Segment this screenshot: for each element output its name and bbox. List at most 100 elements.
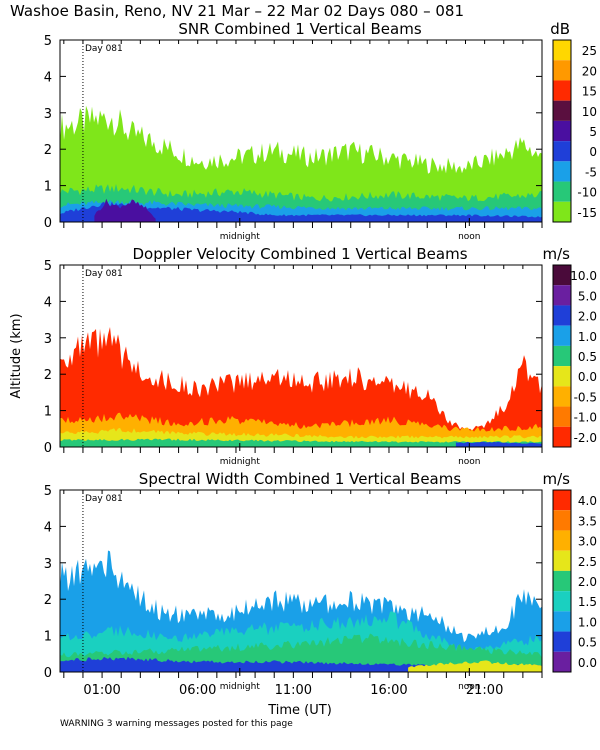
doppler-title: Doppler Velocity Combined 1 Vertical Bea… <box>132 245 467 263</box>
doppler-colorbar-swatch <box>553 265 571 286</box>
width-xtick-label: 06:00 <box>179 683 216 698</box>
doppler-colorbar-label: 5.0 <box>578 289 597 303</box>
snr-colorbar-label: 5 <box>589 125 597 139</box>
width-colorbar-label: 3.5 <box>578 514 597 528</box>
width-colorbar-label: 0.5 <box>578 636 597 650</box>
doppler-ytick-label: 2 <box>44 368 52 383</box>
doppler-units: m/s <box>543 245 571 263</box>
width-colorbar-frame <box>552 489 572 673</box>
doppler-colorbar-swatch <box>553 285 571 306</box>
snr-ytick-label: 5 <box>44 34 52 49</box>
width-xtick-label: 16:00 <box>370 683 407 698</box>
doppler-colorbar-swatch <box>553 325 571 346</box>
snr-layer-3 <box>60 201 542 222</box>
width-xlabel: Time (UT) <box>267 703 332 718</box>
doppler-layer-0 <box>60 327 542 447</box>
width-colorbar-label: 1.5 <box>578 595 597 609</box>
doppler-colorbar-label: 0.0 <box>578 370 597 384</box>
snr-day-label: Day 081 <box>85 44 123 54</box>
width-xtick-label: 21:00 <box>466 683 503 698</box>
doppler-ylabel: Altitude (km) <box>9 313 24 398</box>
doppler-colorbar-label: 2.0 <box>578 310 597 324</box>
snr-ytick-label: 0 <box>44 216 52 231</box>
doppler-colorbar-label: -2.0 <box>574 431 597 445</box>
width-xtick-label: 01:00 <box>83 683 120 698</box>
width-ytick-label: 4 <box>44 520 52 535</box>
doppler-colorbar-label: 0.5 <box>578 350 597 364</box>
width-colorbar-swatch <box>553 651 571 672</box>
doppler-ytick-label: 4 <box>44 295 52 310</box>
width-ytick-label: 0 <box>44 666 52 681</box>
snr-colorbar-frame <box>552 39 572 223</box>
width-colorbar-swatch <box>553 611 571 632</box>
snr-layer-4 <box>94 198 156 222</box>
snr-annotation-midnight: midnight <box>220 232 261 242</box>
doppler-colorbar-label: 10.0 <box>570 269 597 283</box>
width-colorbar-swatch <box>553 490 571 511</box>
snr-annotation-noon: noon <box>458 232 480 242</box>
doppler-colorbar-label: -1.0 <box>574 411 597 425</box>
snr-colorbar-swatch <box>553 40 571 61</box>
snr-colorbar-label: 20 <box>582 64 597 78</box>
doppler-colorbar-swatch <box>553 406 571 427</box>
snr-ytick-label: 2 <box>44 143 52 158</box>
doppler-ytick-label: 3 <box>44 332 52 347</box>
width-colorbar-label: 2.5 <box>578 555 597 569</box>
doppler-frame <box>59 264 543 448</box>
doppler-annotation-midnight: midnight <box>220 457 261 467</box>
doppler-colorbar-swatch <box>553 366 571 387</box>
warning-message: WARNING 3 warning messages posted for th… <box>60 719 293 729</box>
snr-colorbar-swatch <box>553 181 571 202</box>
width-ytick-label: 2 <box>44 593 52 608</box>
snr-colorbar-label: 15 <box>582 85 597 99</box>
snr-panel: SNR Combined 1 Vertical Beams dB 0 1 2 3 4 5 Day… <box>44 20 597 242</box>
doppler-colorbar-swatch <box>553 345 571 367</box>
snr-layer-0 <box>60 105 542 222</box>
width-panel: Spectral Width Combined 1 Vertical Beams… <box>44 470 597 718</box>
snr-colorbar-swatch <box>553 120 571 142</box>
width-layer-4 <box>408 660 542 672</box>
width-frame <box>59 489 543 673</box>
snr-colorbar-label: 0 <box>589 145 597 159</box>
snr-colorbar-swatch <box>553 100 571 121</box>
doppler-colorbar-swatch <box>553 386 571 407</box>
width-day-label: Day 081 <box>85 494 123 504</box>
snr-ytick-label: 3 <box>44 107 52 122</box>
doppler-colorbar-frame <box>552 264 572 448</box>
doppler-annotation-noon: noon <box>458 457 480 467</box>
snr-colorbar-swatch <box>553 201 571 222</box>
width-colorbar-swatch <box>553 591 571 612</box>
width-colorbar-label: 2.0 <box>578 575 597 589</box>
doppler-ytick-label: 5 <box>44 259 52 274</box>
snr-data <box>60 105 542 222</box>
width-colorbar-label: 1.0 <box>578 615 597 629</box>
width-colorbar-swatch <box>553 550 571 571</box>
width-ytick-label: 5 <box>44 484 52 499</box>
width-title: Spectral Width Combined 1 Vertical Beams <box>139 470 462 488</box>
doppler-panel: Doppler Velocity Combined 1 Vertical Bea… <box>9 245 597 467</box>
snr-title: SNR Combined 1 Vertical Beams <box>178 20 421 38</box>
snr-ytick-label: 4 <box>44 70 52 85</box>
width-ytick-label: 3 <box>44 557 52 572</box>
doppler-colorbar-label: 1.0 <box>578 330 597 344</box>
width-annotation-midnight: midnight <box>220 682 261 692</box>
doppler-data <box>60 327 542 447</box>
doppler-colorbar-swatch <box>553 426 571 447</box>
width-colorbar-swatch <box>553 570 571 592</box>
snr-colorbar-label: -10 <box>577 186 597 200</box>
doppler-layer-4 <box>455 441 542 447</box>
doppler-ytick-label: 0 <box>44 441 52 456</box>
width-colorbar-label: 3.0 <box>578 535 597 549</box>
doppler-day-label: Day 081 <box>85 269 123 279</box>
width-colorbar-swatch <box>553 631 571 652</box>
snr-colorbar-swatch <box>553 60 571 81</box>
snr-colorbar-label: -5 <box>585 165 597 179</box>
snr-colorbar-label: -15 <box>577 206 597 220</box>
width-xtick-label: 11:00 <box>275 683 312 698</box>
doppler-colorbar-swatch <box>553 305 571 326</box>
width-annotation-noon: noon <box>458 682 480 692</box>
snr-colorbar-label: 25 <box>582 44 597 58</box>
snr-colorbar-swatch <box>553 80 571 101</box>
doppler-layer-3 <box>60 438 542 447</box>
